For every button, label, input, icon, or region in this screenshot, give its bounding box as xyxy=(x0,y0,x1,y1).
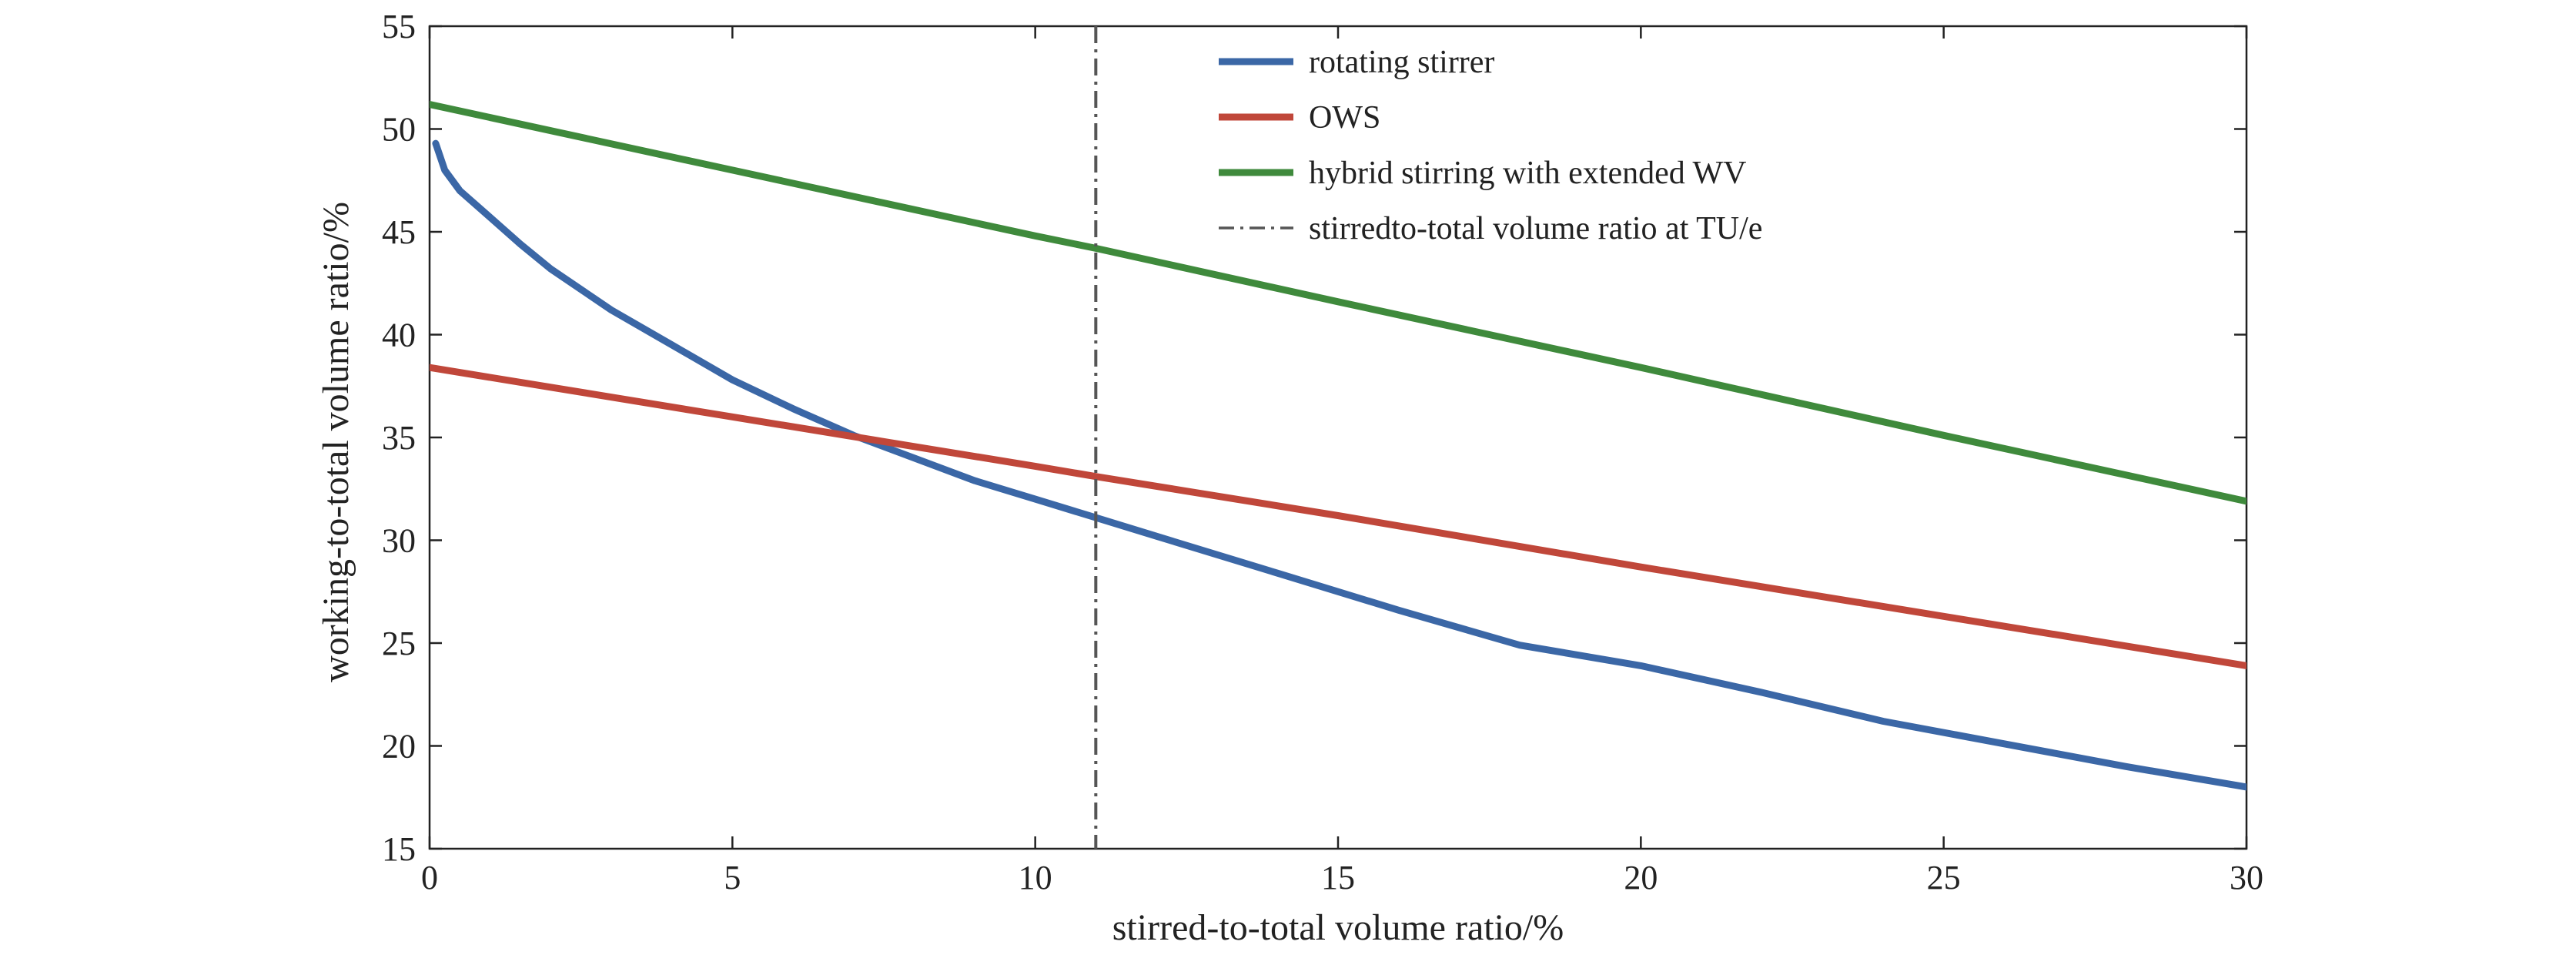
x-tick-label: 5 xyxy=(724,859,741,896)
y-tick-label: 25 xyxy=(382,625,416,662)
legend-label-hybrid-stirring-with-extended-wv: hybrid stirring with extended WV xyxy=(1309,156,1746,191)
plot-frame xyxy=(428,25,2248,850)
series-line-hybrid-stirring-with-extended-wv xyxy=(430,101,2246,505)
y-tick-label: 20 xyxy=(382,728,416,766)
series-layer xyxy=(430,26,2246,849)
legend: rotating stirrer OWS hybrid stirring with … xyxy=(1219,45,1762,246)
y-tick-label: 30 xyxy=(382,522,416,560)
y-axis-title: working-to-total volume ratio/% xyxy=(316,202,356,682)
x-tick-label: 0 xyxy=(421,859,438,896)
series-line-ows xyxy=(430,364,2246,669)
series-line-rotating-stirrer xyxy=(432,139,2246,791)
axis-layer: 0 5 10 15 20 25 30 15 20 25 30 35 40 45 50 55 xyxy=(382,8,2263,896)
legend-label-ows: OWS xyxy=(1309,100,1380,136)
y-tick-label: 45 xyxy=(382,213,416,251)
legend-label-stirredto-total-volume-ratio-at-tu-e: stirredto-total volume ratio at TU/e xyxy=(1309,211,1762,246)
x-axis-title: stirred-to-total volume ratio/% xyxy=(1112,907,1564,948)
x-tick-label: 15 xyxy=(1321,859,1355,896)
x-tick-label: 30 xyxy=(2230,859,2263,896)
y-tick-label: 55 xyxy=(382,8,416,45)
plot-area xyxy=(428,25,2248,850)
y-tick-label: 50 xyxy=(382,111,416,149)
x-tick-label: 10 xyxy=(1019,859,1052,896)
y-tick-label: 15 xyxy=(382,830,416,868)
x-tick-label: 25 xyxy=(1927,859,1961,896)
y-tick-label: 40 xyxy=(382,317,416,354)
y-tick-label: 35 xyxy=(382,419,416,457)
x-tick-label: 20 xyxy=(1624,859,1658,896)
legend-label-rotating-stirrer: rotating stirrer xyxy=(1309,45,1494,80)
